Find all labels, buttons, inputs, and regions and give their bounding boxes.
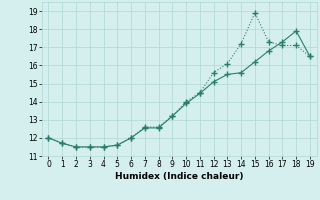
X-axis label: Humidex (Indice chaleur): Humidex (Indice chaleur) (115, 172, 244, 181)
